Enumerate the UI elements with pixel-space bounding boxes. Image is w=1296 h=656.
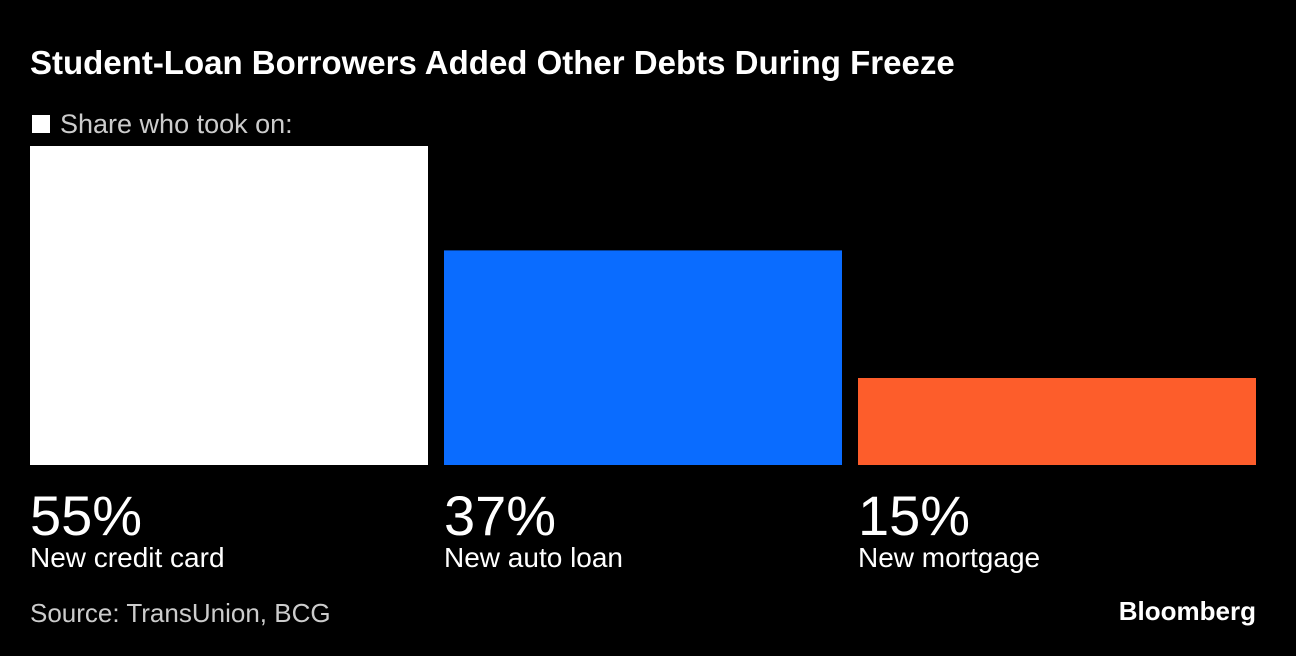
bar xyxy=(30,146,428,465)
value-label: 37% xyxy=(444,484,556,547)
bar xyxy=(444,250,842,465)
category-label: New credit card xyxy=(30,542,225,573)
bar xyxy=(858,378,1256,465)
legend-label: Share who took on: xyxy=(60,109,293,139)
chart-title: Student-Loan Borrowers Added Other Debts… xyxy=(30,44,955,81)
brand-logo: Bloomberg xyxy=(1119,596,1256,626)
category-label: New auto loan xyxy=(444,542,623,573)
legend-swatch xyxy=(32,115,50,133)
source: Source: TransUnion, BCG xyxy=(30,598,331,628)
value-label: 55% xyxy=(30,484,142,547)
category-label: New mortgage xyxy=(858,542,1040,573)
value-label: 15% xyxy=(858,484,970,547)
